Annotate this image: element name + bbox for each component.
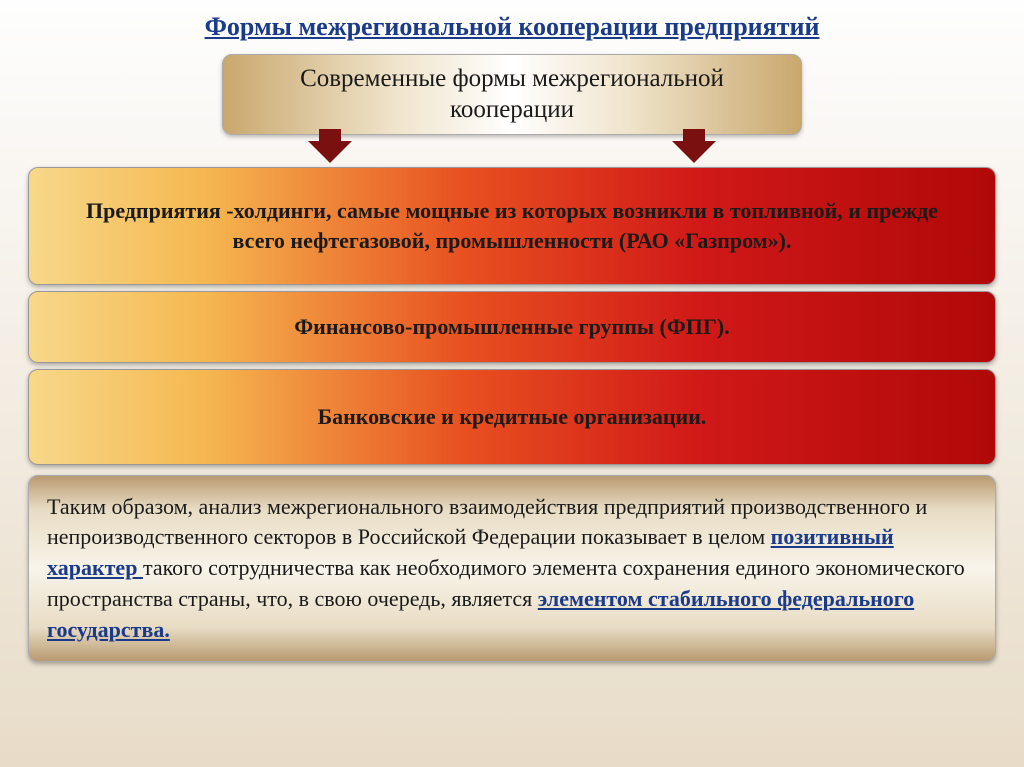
summary-box: Таким образом, анализ межрегионального в… [28, 475, 996, 663]
arrows-row [20, 141, 1004, 163]
slide-title: Формы межрегиональной кооперации предпри… [20, 12, 1004, 42]
subtitle-box: Современные формы межрегиональной коопер… [222, 54, 802, 135]
content-box-holdings: Предприятия -холдинги, самые мощные из к… [28, 167, 996, 285]
arrow-down-icon [308, 141, 352, 163]
content-box-fpg: Финансово-промышленные группы (ФПГ). [28, 291, 996, 363]
arrow-down-icon [672, 141, 716, 163]
content-box-banking: Банковские и кредитные организации. [28, 369, 996, 465]
